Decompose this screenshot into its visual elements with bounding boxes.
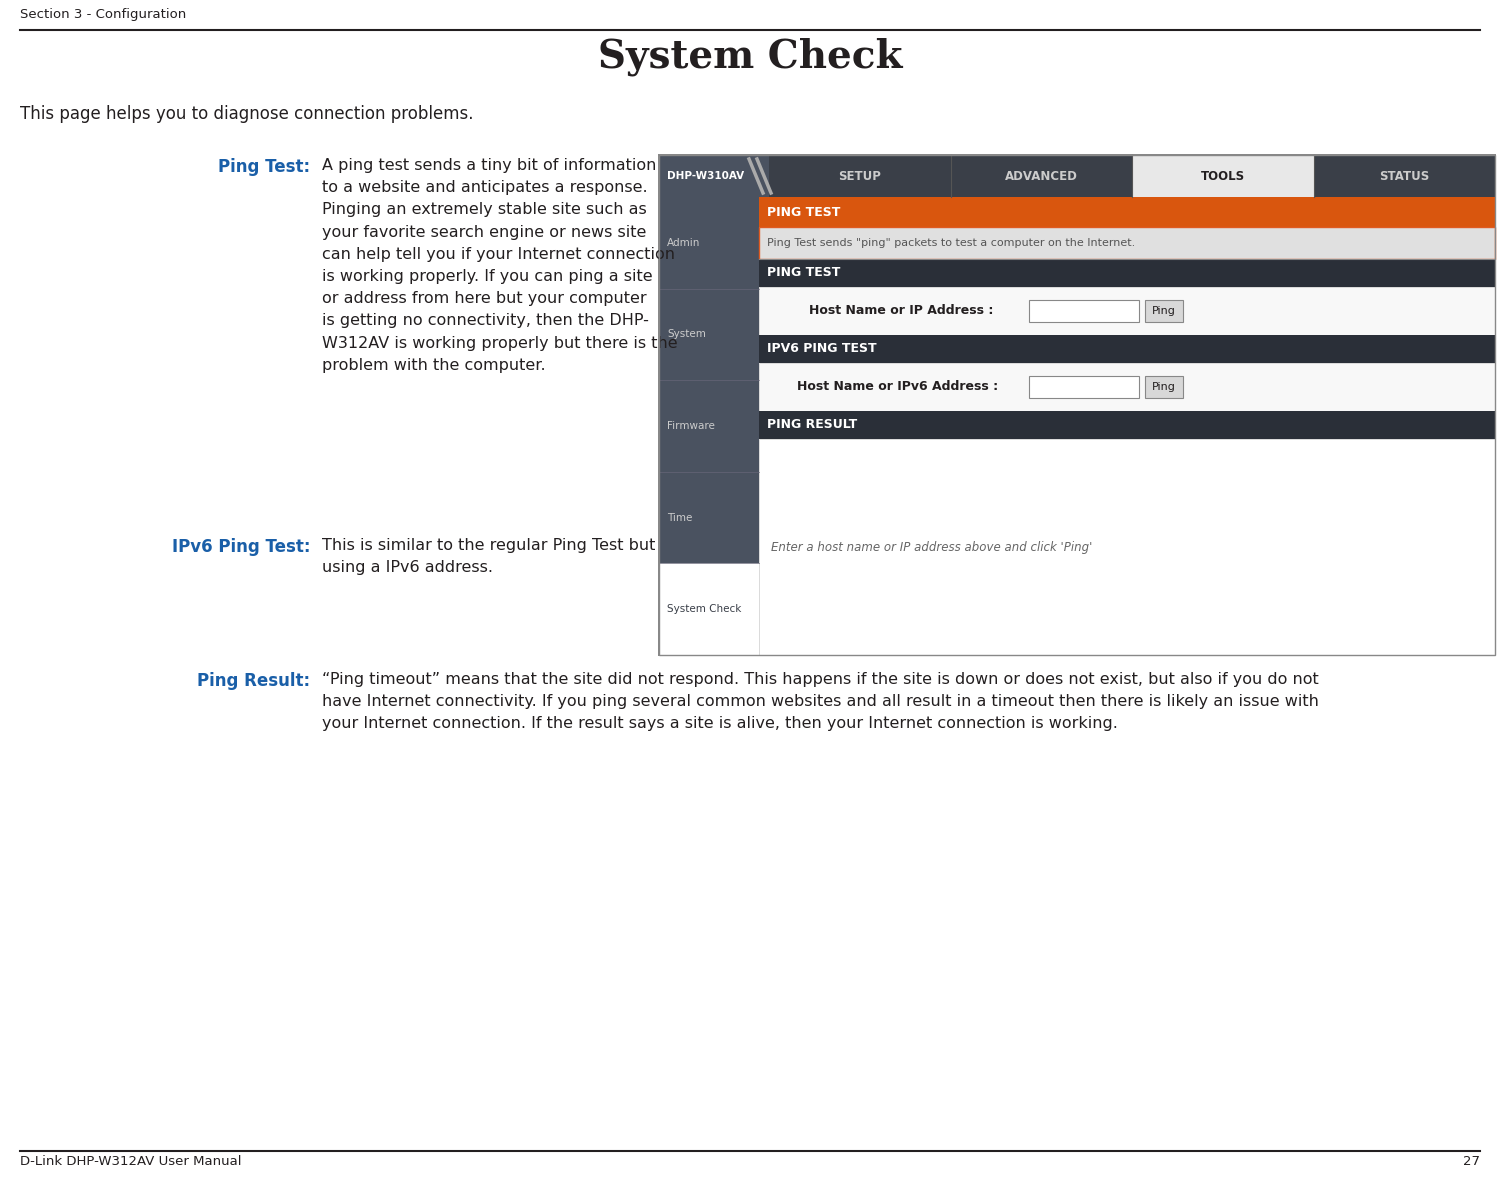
Text: D-Link DHP-W312AV User Manual: D-Link DHP-W312AV User Manual: [20, 1155, 242, 1168]
Text: Ping: Ping: [1152, 382, 1176, 392]
Text: STATUS: STATUS: [1378, 169, 1429, 183]
Text: ADVANCED: ADVANCED: [1005, 169, 1077, 183]
Bar: [759, 412, 1496, 439]
Bar: [1029, 376, 1138, 398]
Bar: [1144, 376, 1184, 398]
Text: System Check: System Check: [597, 38, 903, 76]
Text: Ping Test sends "ping" packets to test a computer on the Internet.: Ping Test sends "ping" packets to test a…: [766, 237, 1136, 248]
Text: Ping Result:: Ping Result:: [196, 672, 310, 690]
Text: PING TEST: PING TEST: [766, 266, 840, 279]
Text: TOOLS: TOOLS: [1200, 169, 1245, 183]
Text: PING RESULT: PING RESULT: [766, 419, 858, 432]
Text: A ping test sends a tiny bit of information
to a website and anticipates a respo: A ping test sends a tiny bit of informat…: [322, 157, 678, 372]
Bar: [759, 363, 1496, 412]
Text: Ping: Ping: [1152, 305, 1176, 316]
Bar: [759, 439, 1496, 655]
Bar: [759, 197, 1496, 227]
Bar: [658, 563, 759, 655]
Text: Host Name or IP Address :: Host Name or IP Address :: [808, 304, 993, 317]
Text: Firmware: Firmware: [668, 421, 716, 431]
Text: Host Name or IPv6 Address :: Host Name or IPv6 Address :: [796, 381, 998, 394]
Text: IPV6 PING TEST: IPV6 PING TEST: [766, 342, 876, 356]
Bar: [658, 197, 759, 655]
Bar: [1144, 299, 1184, 322]
Bar: [1029, 299, 1138, 322]
Bar: [658, 155, 770, 197]
Text: PING TEST: PING TEST: [766, 205, 840, 218]
Bar: [658, 155, 1496, 655]
Text: 27: 27: [1462, 1155, 1480, 1168]
Bar: [759, 227, 1496, 259]
Text: SETUP: SETUP: [839, 169, 880, 183]
Text: This page helps you to diagnose connection problems.: This page helps you to diagnose connecti…: [20, 105, 474, 123]
Text: System Check: System Check: [668, 604, 741, 614]
Text: “Ping timeout” means that the site did not respond. This happens if the site is : “Ping timeout” means that the site did n…: [322, 672, 1318, 731]
Text: This is similar to the regular Ping Test but
using a IPv6 address.: This is similar to the regular Ping Test…: [322, 538, 656, 575]
Bar: [1132, 155, 1314, 197]
Bar: [759, 259, 1496, 288]
Bar: [658, 154, 1496, 656]
Text: IPv6 Ping Test:: IPv6 Ping Test:: [171, 538, 310, 556]
Text: Ping Test:: Ping Test:: [217, 157, 310, 177]
Text: Enter a host name or IP address above and click 'Ping': Enter a host name or IP address above an…: [771, 540, 1092, 554]
Text: Admin: Admin: [668, 237, 700, 248]
Text: Section 3 - Configuration: Section 3 - Configuration: [20, 8, 186, 21]
Bar: [759, 288, 1496, 335]
Bar: [658, 155, 1496, 197]
Bar: [658, 155, 1496, 655]
Text: Time: Time: [668, 513, 693, 523]
Text: DHP-W310AV: DHP-W310AV: [666, 171, 744, 181]
Text: System: System: [668, 329, 706, 339]
Bar: [759, 335, 1496, 363]
